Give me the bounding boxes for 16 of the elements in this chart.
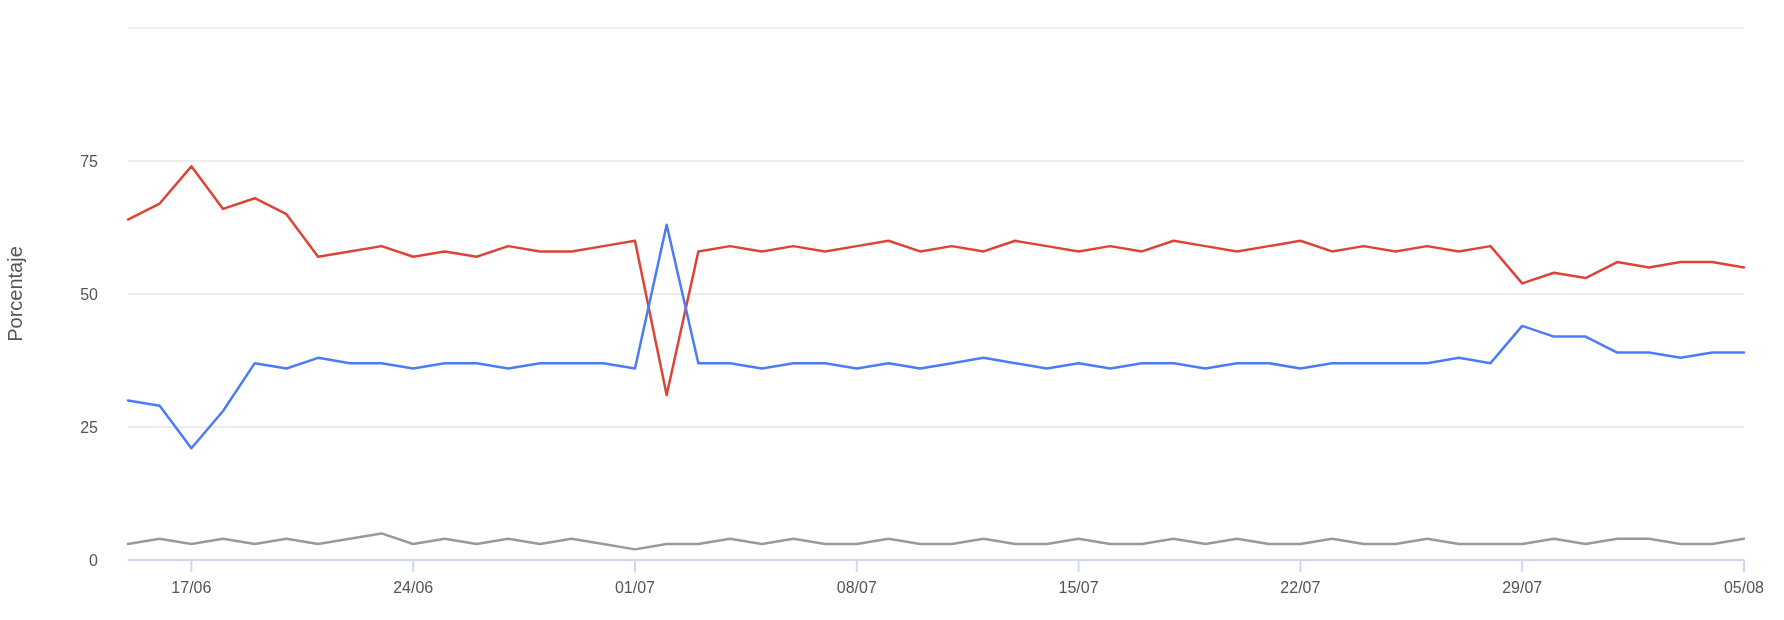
x-tick-label: 24/06 [393, 579, 434, 596]
x-tick-label: 22/07 [1280, 579, 1321, 596]
y-tick-label: 0 [89, 551, 99, 569]
y-tick-label: 25 [80, 418, 99, 436]
x-tick-label: 17/06 [171, 579, 212, 596]
x-tick-label: 05/08 [1723, 579, 1765, 596]
line-series [126, 223, 1746, 450]
y-axis-title: Porcentaje [4, 246, 26, 342]
x-tick-label: 08/07 [836, 579, 877, 596]
x-tick-label: 29/07 [1502, 579, 1543, 596]
line-series [126, 165, 1746, 397]
y-tick-label: 50 [80, 285, 99, 303]
x-tick-label: 15/07 [1058, 579, 1099, 596]
line-series [126, 532, 1746, 551]
x-tick-label: 01/07 [614, 579, 656, 596]
y-tick-label: 75 [80, 152, 99, 170]
